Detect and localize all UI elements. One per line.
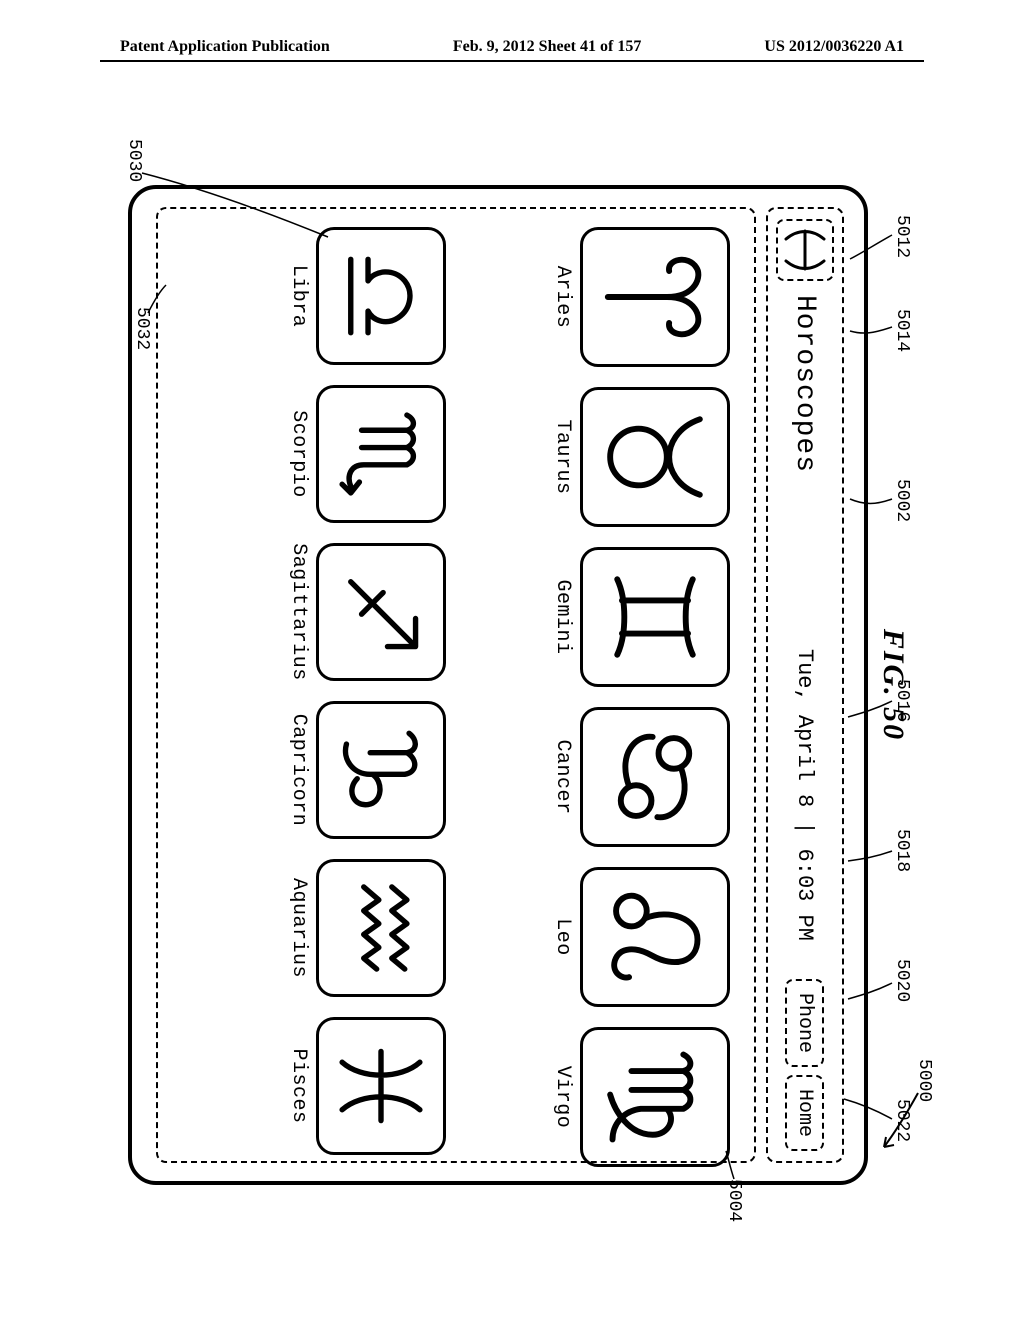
pub-number: US 2012/0036220 A1 <box>764 38 904 56</box>
sign-label: Scorpio <box>287 410 310 498</box>
sign-cell-virgo: Virgo <box>454 1027 730 1167</box>
ref-label: 5002 <box>892 479 912 522</box>
sign-cell-cancer: Cancer <box>454 707 730 847</box>
virgo-icon <box>591 1038 719 1156</box>
taurus-icon <box>591 398 719 516</box>
sign-label: Cancer <box>551 739 574 814</box>
sign-tile-leo[interactable] <box>580 867 730 1007</box>
sign-cell-taurus: Taurus <box>454 387 730 527</box>
sign-cell-aquarius: Aquarius <box>170 859 446 997</box>
sign-tile-sagittarius[interactable] <box>316 543 446 681</box>
ref-label: 5016 <box>892 679 912 722</box>
sign-cell-capricorn: Capricorn <box>170 701 446 839</box>
sign-tile-pisces[interactable] <box>316 1017 446 1155</box>
sign-tile-aquarius[interactable] <box>316 859 446 997</box>
time-text: 6:03 PM <box>793 849 818 941</box>
scorpio-icon <box>327 396 435 512</box>
sign-label: Pisces <box>287 1048 310 1123</box>
sign-cell-sagittarius: Sagittarius <box>170 543 446 681</box>
home-button[interactable]: Home <box>786 1075 825 1151</box>
sign-label: Sagittarius <box>287 543 310 681</box>
aries-icon <box>591 238 719 356</box>
date-text: Tue, April 8 <box>793 649 818 807</box>
pisces-icon <box>780 225 830 275</box>
device-frame: Horoscopes Tue, April 8 | 6:03 PM Phone … <box>128 185 868 1185</box>
phone-button[interactable]: Phone <box>786 979 825 1067</box>
arrow-icon <box>874 1087 922 1157</box>
sign-tile-libra[interactable] <box>316 227 446 365</box>
app-logo[interactable] <box>776 219 834 281</box>
sign-cell-scorpio: Scorpio <box>170 385 446 523</box>
sign-label: Libra <box>287 265 310 328</box>
content-panel: Aries Taurus <box>156 207 756 1163</box>
cancer-icon <box>591 718 719 836</box>
app-header-bar: Horoscopes Tue, April 8 | 6:03 PM Phone … <box>766 207 844 1163</box>
sheet-info: Feb. 9, 2012 Sheet 41 of 157 <box>453 38 641 56</box>
ref-label: 5014 <box>892 309 912 352</box>
gemini-icon <box>591 558 719 676</box>
sign-tile-scorpio[interactable] <box>316 385 446 523</box>
sign-label: Taurus <box>551 419 574 494</box>
sign-tile-capricorn[interactable] <box>316 701 446 839</box>
ref-label: 5020 <box>892 959 912 1002</box>
sign-cell-gemini: Gemini <box>454 547 730 687</box>
sign-label: Gemini <box>551 579 574 654</box>
sign-label: Virgo <box>551 1066 574 1129</box>
page-header: Patent Application Publication Feb. 9, 2… <box>0 38 1024 56</box>
pisces-icon <box>327 1028 435 1144</box>
sign-label: Aquarius <box>287 878 310 978</box>
sign-tile-cancer[interactable] <box>580 707 730 847</box>
leo-icon <box>591 878 719 996</box>
aquarius-icon <box>327 870 435 986</box>
sign-cell-pisces: Pisces <box>170 1017 446 1155</box>
sign-tile-virgo[interactable] <box>580 1027 730 1167</box>
sign-cell-leo: Leo <box>454 867 730 1007</box>
libra-icon <box>327 238 435 354</box>
ref-label: 5018 <box>892 829 912 872</box>
datetime-separator: | <box>793 815 818 840</box>
pub-type: Patent Application Publication <box>120 38 330 56</box>
sign-tile-aries[interactable] <box>580 227 730 367</box>
sign-label: Aries <box>551 266 574 329</box>
header-rule <box>100 60 924 62</box>
capricorn-icon <box>327 712 435 828</box>
zodiac-row-2: Libra Scorpio <box>170 227 446 1143</box>
figure-container: FIG. 50 Horoscopes Tue, April 8 | 6:03 P… <box>110 170 910 1200</box>
sign-tile-gemini[interactable] <box>580 547 730 687</box>
sign-tile-taurus[interactable] <box>580 387 730 527</box>
zodiac-row-1: Aries Taurus <box>454 227 730 1143</box>
sagittarius-icon <box>327 554 435 670</box>
ref-label: 5012 <box>892 215 912 258</box>
app-title: Horoscopes <box>790 295 821 473</box>
sign-cell-aries: Aries <box>454 227 730 367</box>
sign-label: Capricorn <box>287 714 310 827</box>
figure-rotated-content: FIG. 50 Horoscopes Tue, April 8 | 6:03 P… <box>110 170 910 1200</box>
sign-label: Leo <box>551 918 574 956</box>
